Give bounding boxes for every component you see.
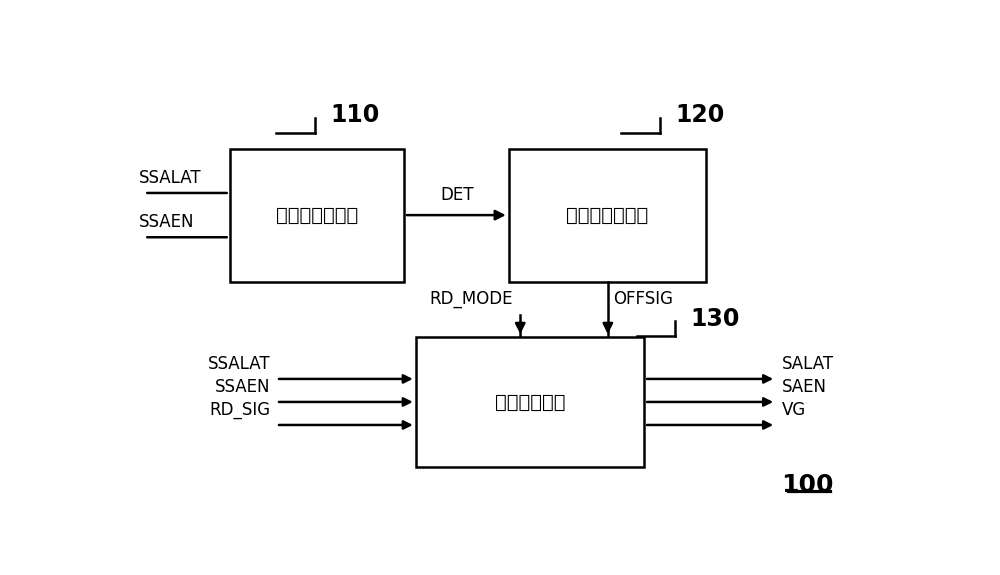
Bar xyxy=(416,337,644,467)
Text: 输出级控制器: 输出级控制器 xyxy=(495,393,565,412)
Text: 120: 120 xyxy=(675,104,724,128)
Text: RD_SIG: RD_SIG xyxy=(210,401,271,419)
Text: DET: DET xyxy=(440,186,473,204)
Text: SAEN: SAEN xyxy=(782,378,827,396)
Text: RD_MODE: RD_MODE xyxy=(429,290,512,308)
Text: SSALAT: SSALAT xyxy=(139,169,202,187)
Bar xyxy=(230,149,404,282)
Text: 数据读取检测器: 数据读取检测器 xyxy=(276,206,358,225)
Bar xyxy=(509,149,706,282)
Text: 110: 110 xyxy=(330,104,380,128)
Text: 截止信号产生器: 截止信号产生器 xyxy=(566,206,649,225)
Text: SSAEN: SSAEN xyxy=(139,213,194,232)
Text: SSAEN: SSAEN xyxy=(215,378,271,396)
Text: OFFSIG: OFFSIG xyxy=(613,290,673,308)
Text: SALAT: SALAT xyxy=(782,355,834,373)
Text: VG: VG xyxy=(782,401,806,419)
Text: 100: 100 xyxy=(781,473,833,497)
Text: 130: 130 xyxy=(691,307,740,331)
Text: SSALAT: SSALAT xyxy=(208,355,271,373)
